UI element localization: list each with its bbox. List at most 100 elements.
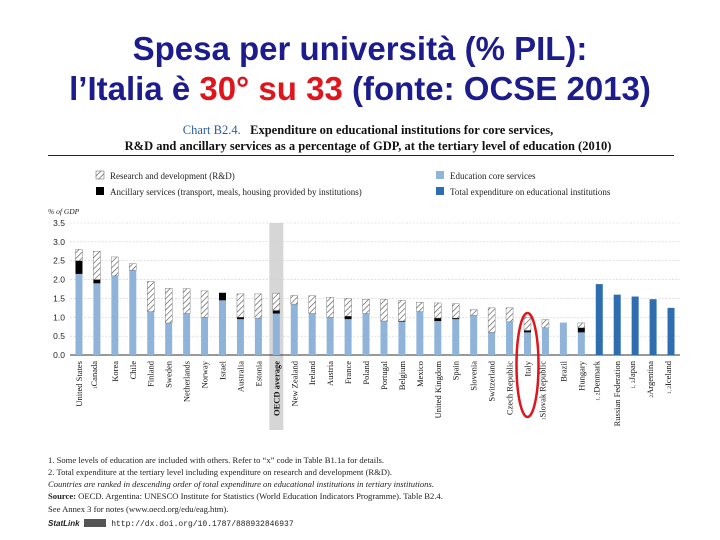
x-tick-label: Sweden (164, 360, 174, 388)
bar-ancillary (93, 279, 101, 284)
x-tick-superscript: 1 (541, 417, 547, 420)
bar-rd (523, 317, 532, 331)
bar-core (398, 321, 406, 355)
x-tick-label: Slovenia (469, 361, 479, 391)
x-tick-superscript: 1, 2 (595, 392, 601, 401)
statlink-logo-icon (84, 519, 107, 527)
bar-ancillary (398, 321, 406, 322)
bar-core (362, 313, 370, 355)
bar-core (183, 313, 191, 355)
statlink-url[interactable]: http://dx.doi.org/10.1787/888932846937 (111, 520, 294, 529)
bar-ancillary (219, 292, 226, 301)
x-tick-superscript: 1 (93, 386, 99, 389)
x-tick-label: Netherlands (182, 361, 192, 402)
x-tick-label: 1, 2Iceland (663, 360, 673, 394)
x-tick-label: Norway (200, 360, 210, 388)
bar-core (488, 332, 496, 355)
x-tick-label: Poland (361, 360, 371, 384)
x-tick-label: OECD average (271, 361, 281, 416)
legend-swatch-total (436, 187, 444, 195)
bar-rd (290, 295, 298, 305)
x-tick-superscript: 2 (649, 395, 655, 398)
chart-label: Chart B2.4. (182, 123, 241, 137)
bar-core (165, 322, 173, 355)
bar-core (434, 321, 442, 355)
bar-ancillary (434, 318, 442, 322)
bar-core (93, 283, 101, 355)
bar-rd (308, 295, 316, 314)
footnote-2: 2. Total expenditure at the tertiary lev… (48, 467, 393, 477)
bar-ancillary (344, 316, 352, 320)
bar-rd (505, 307, 514, 323)
y-tick-label: 0.5 (53, 331, 65, 341)
x-tick-label: Australia (235, 361, 245, 392)
chart-legend: Research and development (R&D) Ancillary… (95, 170, 611, 197)
bar-rd (254, 293, 263, 319)
x-tick-label: Italy (523, 360, 533, 376)
title-text-a: l’Italia è (69, 70, 200, 107)
bar-core (344, 319, 352, 355)
bar-rd (487, 307, 496, 333)
y-tick-label: 2.0 (53, 275, 65, 285)
x-tick-label: Switzerland (487, 360, 497, 401)
legend-label-core: Education core services (450, 171, 536, 181)
x-tick-label: 2Argentina (645, 361, 655, 398)
source-note: Source: OECD. Argentina: UNESCO Institut… (48, 491, 443, 501)
bar-total (649, 299, 657, 355)
italy-highlight-circle (515, 311, 540, 419)
x-tick-label: 1, 2Japan (627, 360, 637, 388)
bar-total (631, 296, 639, 355)
bar-rd (164, 288, 173, 324)
bar-core (506, 321, 514, 355)
source-text: OECD. Argentina: UNESCO Institute for St… (76, 491, 443, 501)
bar-core (219, 300, 226, 355)
x-tick-label: United Kingdom (433, 361, 443, 419)
legend-label-rd: Research and development (R&D) (110, 171, 235, 181)
y-tick-label: 3.5 (53, 218, 65, 228)
x-tick-label: Belgium (397, 361, 407, 391)
source-label: Source: (48, 491, 77, 501)
bar-rd (398, 300, 406, 322)
bar-rd (182, 288, 191, 314)
bar-rd (416, 302, 424, 312)
x-tick-label: Estonia (253, 361, 263, 387)
bar-rd (344, 298, 352, 317)
bar-core (272, 313, 280, 355)
bar-ancillary (524, 330, 531, 333)
bar-core (201, 317, 209, 355)
bar-core (470, 315, 478, 355)
bar-core (559, 322, 567, 355)
bar-core (380, 321, 388, 355)
legend-swatch-core (436, 171, 444, 179)
bar-core (111, 275, 119, 355)
bar-ancillary (272, 310, 280, 314)
bar-core (326, 317, 334, 355)
legend-swatch-rd (95, 170, 105, 180)
x-tick-label: United States (74, 361, 84, 407)
bar-core (577, 332, 585, 355)
y-tick-label: 1.0 (53, 312, 65, 322)
bar-core (236, 319, 244, 355)
bar-rd (236, 293, 245, 318)
footnote-1: 1. Some levels of education are included… (48, 455, 384, 465)
bar-core (541, 327, 549, 355)
title-text-b: (fonte: OCSE 2013) (342, 70, 651, 107)
y-axis-label: % of GDP (48, 207, 80, 216)
bar-rd (147, 281, 155, 312)
bar-rd (452, 303, 460, 319)
bar-rd (272, 292, 281, 311)
x-tick-label: Ireland (307, 360, 317, 385)
x-tick-label: Israel (218, 360, 228, 380)
bar-core (147, 311, 155, 355)
slide-title-line1: Spesa per università (% PIL): (132, 30, 588, 67)
x-tick-label: 1Canada (89, 361, 99, 389)
bar-total (613, 294, 621, 355)
bar-rd (362, 298, 370, 314)
annex-note: See Annex 3 for notes (www.oecd.org/edu/… (48, 504, 229, 514)
x-tick-superscript: 1, 2 (631, 380, 637, 389)
chart-title-line1: Chart B2.4. Expenditure on educational i… (48, 123, 688, 138)
legend-swatch-ancillary (96, 187, 104, 195)
bar-rd (326, 297, 334, 318)
chart-title-line2: R&D and ancillary services as a percenta… (124, 139, 612, 153)
